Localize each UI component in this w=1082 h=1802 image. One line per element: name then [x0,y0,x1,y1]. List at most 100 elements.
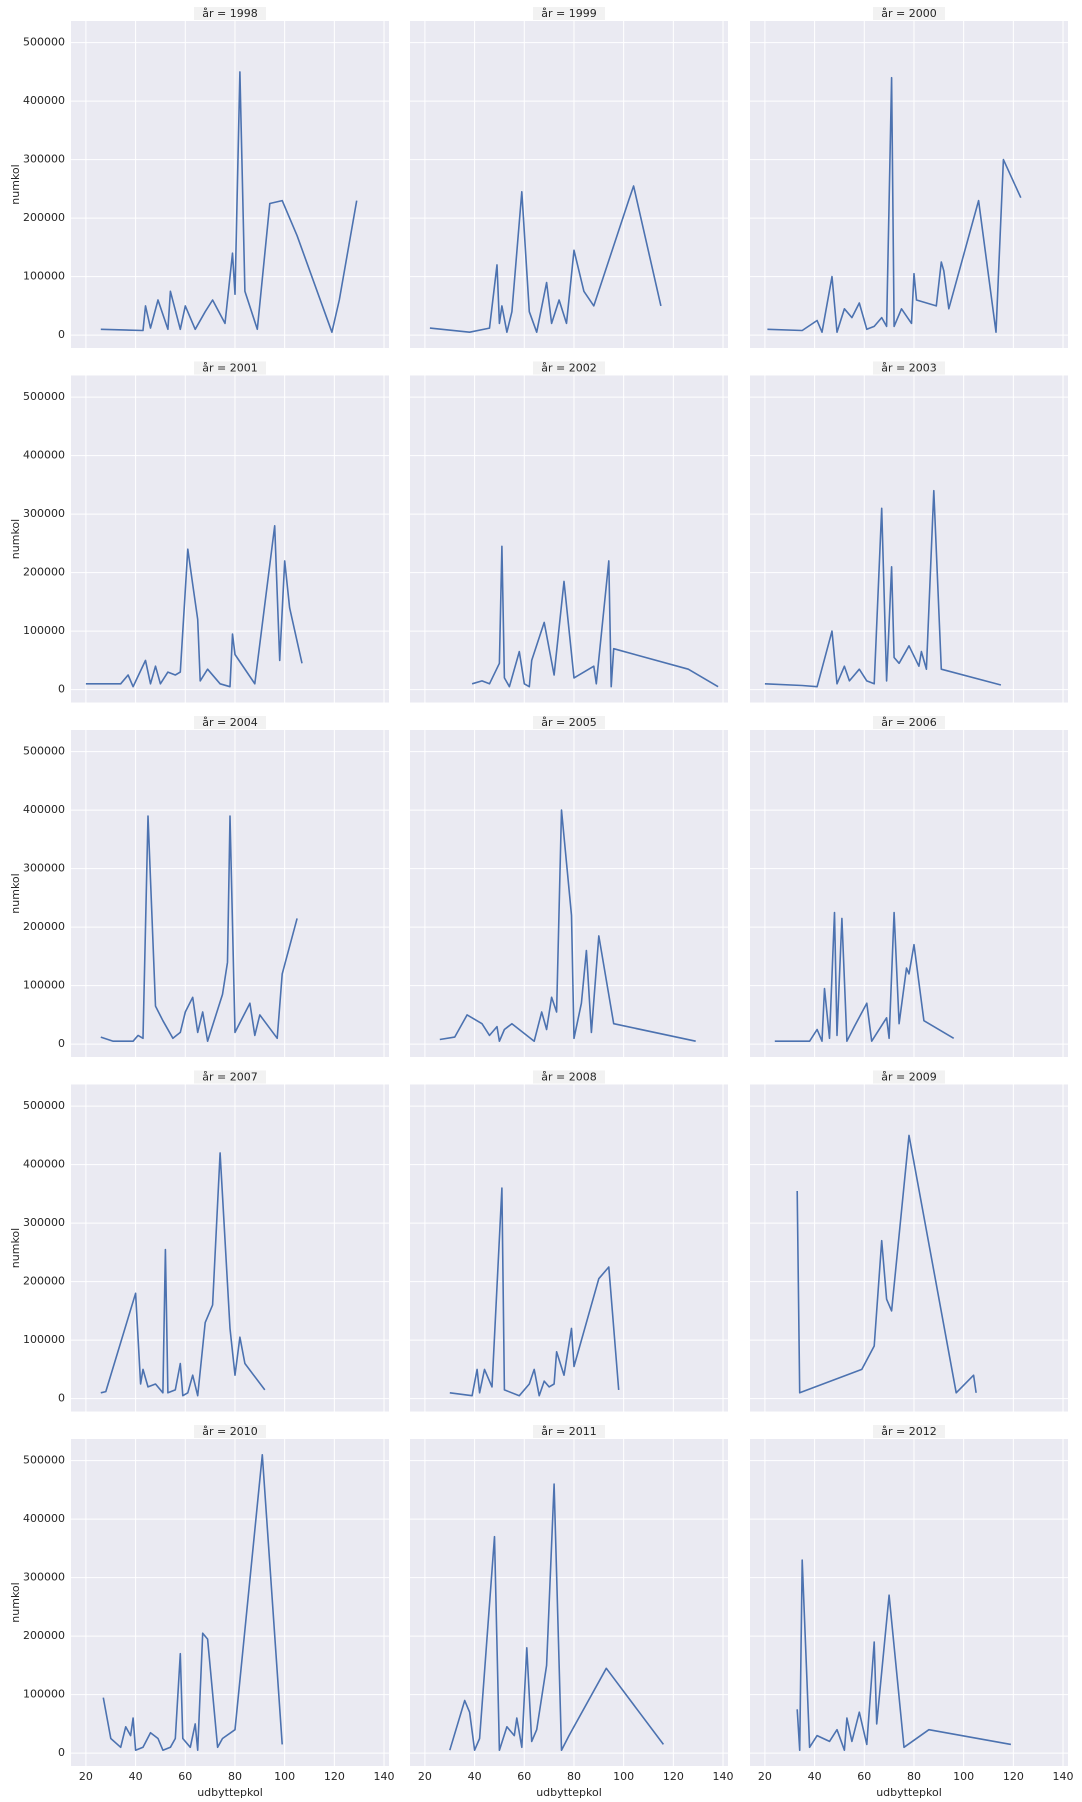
y-tick-label: 300000 [23,1571,65,1584]
line [100,815,298,1042]
y-tick-label: 500000 [23,745,65,758]
panel-title: år = 2004 [202,716,257,729]
x-tick-label: 60 [517,1770,531,1783]
y-tick-label: 300000 [23,1216,65,1229]
y-tick-label: 100000 [23,979,65,992]
y-tick-label: 300000 [23,153,65,166]
panel-title: år = 2008 [541,1071,596,1084]
panel-background [71,1439,389,1766]
panel-background [750,21,1068,348]
x-tick-label: 140 [1053,1770,1074,1783]
line [449,1187,620,1397]
y-tick-label: 400000 [23,803,65,816]
line [100,71,358,333]
panel-title: år = 2002 [541,362,596,375]
y-tick-label: 500000 [23,390,65,403]
y-tick-label: 0 [58,1746,65,1759]
y-axis-label: numkol [9,519,22,559]
panel-background [750,375,1068,703]
y-tick-label: 0 [58,1037,65,1050]
line [774,911,955,1042]
y-tick-label: 400000 [23,449,65,462]
x-axis-label: udbyttepkol [536,1786,602,1799]
x-tick-label: 100 [953,1770,974,1783]
panel-title: år = 2006 [881,716,936,729]
title-background [533,1425,605,1438]
title-background [194,7,266,20]
x-tick-label: 140 [374,1770,395,1783]
line [100,1152,266,1397]
panel-title: år = 1998 [202,7,257,20]
y-tick-label: 500000 [23,1454,65,1467]
panel-background [410,375,728,703]
title-background [873,1070,945,1084]
panel-title: år = 2010 [202,1425,257,1438]
y-tick-label: 200000 [23,566,65,579]
y-tick-label: 400000 [23,1158,65,1171]
title-background [873,716,945,729]
y-tick-label: 500000 [23,1099,65,1112]
title-background [194,361,266,375]
title-background [533,361,605,375]
line [102,1454,283,1751]
panel-background [71,1084,389,1412]
x-tick-label: 100 [274,1770,295,1783]
panel-title: år = 2012 [881,1425,936,1438]
title-background [194,1425,266,1438]
x-tick-label: 80 [567,1770,581,1783]
panel-background [71,375,389,703]
panel-title: år = 2000 [881,7,936,20]
panel-title: år = 2003 [881,362,936,375]
y-tick-label: 0 [58,328,65,341]
x-tick-label: 20 [418,1770,432,1783]
title-background [194,1070,266,1084]
panel-background [410,1084,728,1412]
y-tick-label: 200000 [23,211,65,224]
y-axis-label: numkol [9,1582,22,1622]
panel-background [71,730,389,1057]
x-tick-label: 60 [857,1770,871,1783]
y-tick-label: 100000 [23,1688,65,1701]
panel-title: år = 2005 [541,716,596,729]
y-tick-label: 400000 [23,94,65,107]
line [764,489,1002,688]
y-tick-label: 200000 [23,920,65,933]
line [767,76,1022,333]
panel-title: år = 2007 [202,1071,257,1084]
line [796,1134,977,1394]
line [796,1559,1012,1751]
line [471,545,719,688]
line [449,1483,665,1751]
panel-background [71,21,389,348]
y-tick-label: 100000 [23,1333,65,1346]
panel-title: år = 2011 [541,1425,596,1438]
y-axis-label: numkol [9,164,22,204]
y-tick-label: 200000 [23,1629,65,1642]
x-tick-label: 40 [808,1770,822,1783]
title-background [873,361,945,375]
y-tick-label: 0 [58,683,65,696]
line [439,809,696,1042]
panel-background [750,730,1068,1057]
y-tick-label: 100000 [23,624,65,637]
x-tick-label: 100 [613,1770,634,1783]
y-tick-label: 300000 [23,507,65,520]
x-tick-label: 40 [129,1770,143,1783]
title-background [533,716,605,729]
title-background [194,716,266,729]
y-tick-label: 100000 [23,270,65,283]
y-tick-label: 500000 [23,36,65,49]
x-tick-label: 120 [324,1770,345,1783]
panel-background [750,1439,1068,1766]
panel-background [410,1439,728,1766]
x-axis-label: udbyttepkol [876,1786,942,1799]
title-background [533,1070,605,1084]
x-tick-label: 20 [79,1770,93,1783]
y-tick-label: 300000 [23,862,65,875]
x-tick-label: 80 [907,1770,921,1783]
line [429,185,662,333]
y-axis-label: numkol [9,1228,22,1268]
y-tick-label: 0 [58,1392,65,1405]
panel-title: år = 2009 [881,1071,936,1084]
x-tick-label: 140 [713,1770,734,1783]
